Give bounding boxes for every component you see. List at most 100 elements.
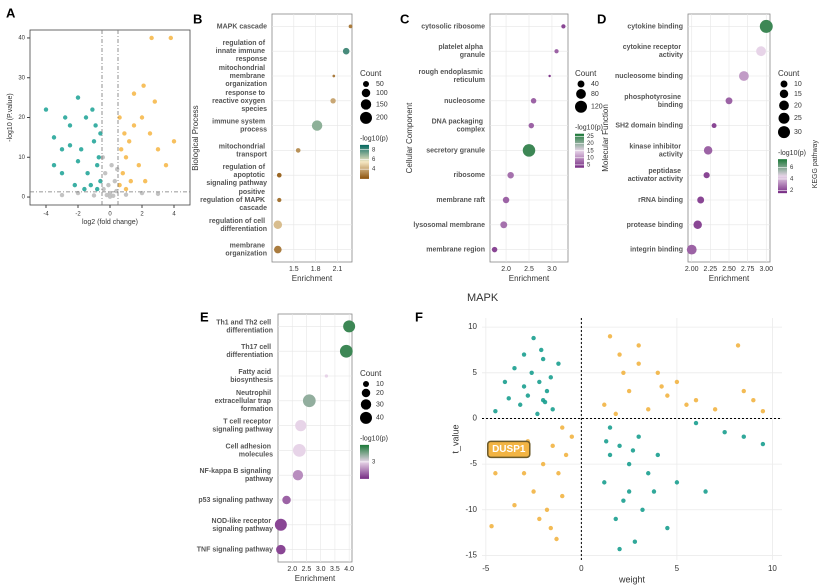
x-tick-label: 3.0 — [316, 566, 326, 573]
x-tick-label: 2.50 — [722, 266, 736, 273]
legend-dot — [780, 80, 788, 88]
category-label: integrin binding — [630, 246, 683, 253]
point — [621, 370, 626, 375]
legend-label: 10 — [794, 81, 802, 88]
colorbar-label: 3 — [372, 459, 376, 465]
point — [539, 347, 544, 353]
dot — [697, 196, 705, 204]
label-line: process — [240, 126, 267, 133]
category-label: membrane organization — [225, 242, 267, 257]
dot — [500, 221, 508, 229]
label-line: regulation of MAPK — [200, 197, 267, 204]
dot — [703, 172, 710, 179]
dot — [491, 246, 498, 253]
point — [518, 402, 523, 407]
label-line: reactive oxygen — [212, 98, 267, 105]
point — [535, 411, 540, 417]
colorbar-label: 5 — [587, 162, 591, 168]
point — [502, 379, 508, 385]
category-label: secretory granule — [426, 147, 485, 154]
point — [651, 489, 657, 494]
point — [636, 343, 641, 348]
point — [626, 461, 632, 467]
point — [139, 115, 145, 120]
point — [621, 498, 626, 503]
point — [554, 536, 559, 542]
legend-title: -log10(p) — [575, 125, 603, 132]
y-axis-label: Cellular Component — [405, 102, 414, 173]
y-axis-label: Biological Process — [191, 105, 200, 170]
x-tick-label: 4 — [172, 212, 176, 218]
category-label: membrane raft — [436, 197, 485, 204]
point — [563, 452, 569, 458]
category-label: platelet alpha granule — [438, 44, 485, 59]
point — [550, 407, 555, 412]
point — [120, 170, 126, 176]
point — [529, 370, 534, 375]
dot — [273, 220, 283, 230]
point — [544, 388, 550, 394]
category-label: NOD-like receptor signaling pathway — [212, 518, 274, 533]
label-line: platelet alpha — [438, 44, 485, 51]
dot — [348, 24, 353, 29]
point — [91, 139, 97, 144]
dot — [703, 146, 713, 155]
dot — [693, 220, 702, 230]
point — [131, 91, 137, 96]
x-tick-label: 0 — [579, 564, 584, 573]
point — [693, 420, 699, 426]
legend-dot — [576, 89, 586, 99]
label-line: nucleosome binding — [615, 73, 683, 80]
point — [741, 434, 746, 439]
legend-label: 40 — [591, 81, 599, 88]
x-tick-label: -4 — [43, 212, 49, 218]
point — [107, 194, 113, 199]
annotation-text: DUSP1 — [492, 444, 526, 455]
label-line: innate immune — [216, 48, 267, 55]
y-tick-label: 5 — [473, 368, 478, 377]
legend-label: 10 — [376, 381, 384, 388]
point — [75, 95, 81, 100]
category-label: lysosomal membrane — [413, 222, 485, 229]
point — [617, 546, 622, 552]
point — [607, 452, 613, 458]
point — [112, 178, 118, 184]
legend-dot — [363, 381, 369, 387]
x-tick-label: 2.75 — [741, 266, 755, 273]
x-tick-label: 2 — [140, 212, 144, 218]
dot — [759, 19, 773, 33]
point — [163, 163, 169, 168]
label-line: signaling pathway — [206, 180, 267, 187]
x-axis-label: weight — [618, 574, 646, 584]
x-tick-label: -5 — [482, 564, 490, 573]
legend-title: Count — [778, 69, 800, 78]
point — [665, 393, 670, 398]
dot — [276, 544, 286, 555]
legend-label: 50 — [376, 81, 384, 88]
point — [537, 516, 542, 522]
category-label: Th1 and Th2 cell differentiation — [216, 319, 273, 334]
legend-label: 25 — [794, 115, 802, 122]
dot — [686, 244, 697, 255]
point — [123, 186, 129, 192]
point — [674, 379, 680, 385]
plot-frame — [271, 13, 353, 263]
point — [602, 402, 607, 407]
label-line: ribosome — [453, 172, 485, 179]
legend-dot — [361, 88, 371, 98]
point — [493, 408, 498, 414]
point — [550, 443, 555, 449]
y-tick-label: 20 — [18, 115, 25, 121]
x-tick-label: -2 — [75, 212, 81, 218]
x-tick-label: 2.5 — [524, 266, 534, 273]
x-tick-label: 3.00 — [759, 266, 773, 273]
point — [117, 182, 122, 188]
category-label: peptidase activator activity — [628, 168, 683, 183]
label-line: regulation of cell — [209, 218, 267, 225]
point — [607, 425, 613, 430]
colorbar — [360, 144, 369, 179]
label-line: cytokine binding — [627, 23, 683, 30]
legend-label: 30 — [794, 129, 802, 136]
point — [548, 375, 553, 380]
